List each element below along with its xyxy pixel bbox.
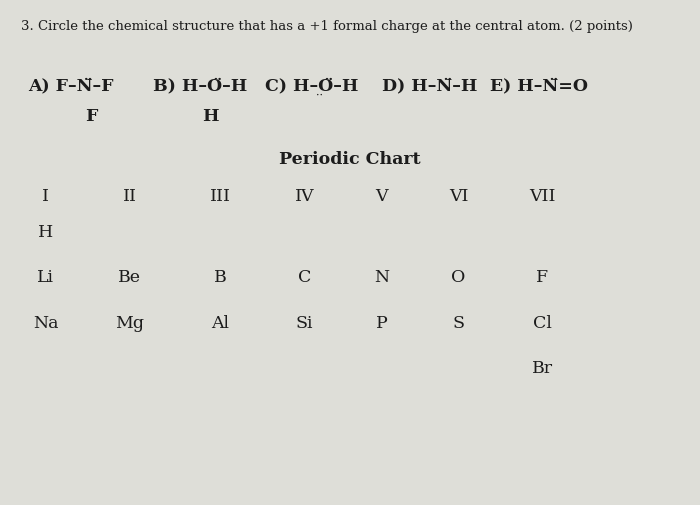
Text: VI: VI [449, 188, 468, 206]
Text: Be: Be [118, 269, 141, 286]
Text: 3. Circle the chemical structure that has a +1 formal charge at the central atom: 3. Circle the chemical structure that ha… [21, 20, 633, 33]
Text: Li: Li [37, 269, 54, 286]
Text: F: F [536, 269, 549, 286]
Text: IV: IV [295, 188, 314, 206]
Text: B) H–Ö–H: B) H–Ö–H [153, 77, 247, 94]
Text: Periodic Chart: Periodic Chart [279, 150, 421, 168]
Text: ··: ·· [316, 91, 323, 101]
Text: V: V [375, 188, 388, 206]
Text: H: H [38, 224, 53, 241]
Text: VII: VII [529, 188, 556, 206]
Text: Br: Br [532, 360, 553, 377]
Text: S: S [452, 315, 465, 332]
Text: Mg: Mg [115, 315, 144, 332]
Text: D) H–N̈–H: D) H–N̈–H [382, 77, 477, 94]
Text: A) F–N̈–F: A) F–N̈–F [28, 77, 113, 94]
Text: C: C [298, 269, 312, 286]
Text: E) H–N̈=O: E) H–N̈=O [490, 77, 588, 94]
Text: P: P [376, 315, 387, 332]
Text: N: N [374, 269, 389, 286]
Text: I: I [42, 188, 49, 206]
Text: O: O [452, 269, 466, 286]
Text: C) H–Ö–H: C) H–Ö–H [265, 77, 358, 94]
Text: III: III [210, 188, 231, 206]
Text: B: B [214, 269, 227, 286]
Text: H: H [202, 108, 219, 125]
Text: Si: Si [295, 315, 314, 332]
Text: Al: Al [211, 315, 230, 332]
Text: Na: Na [33, 315, 58, 332]
Text: Cl: Cl [533, 315, 552, 332]
Text: II: II [122, 188, 136, 206]
Text: F: F [85, 108, 97, 125]
